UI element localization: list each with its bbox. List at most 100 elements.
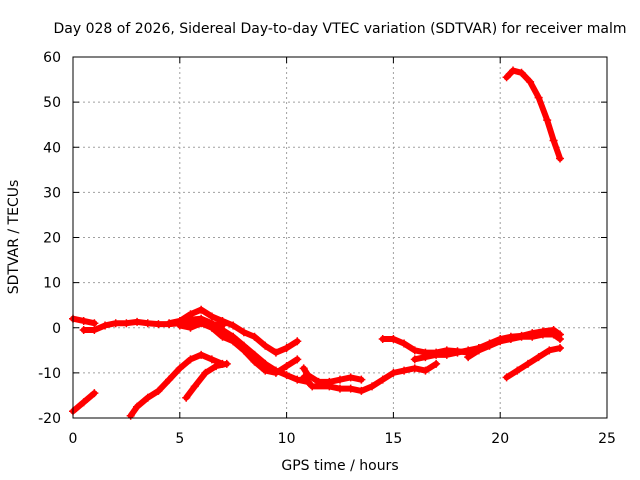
data-point [517, 68, 526, 77]
data-point [239, 346, 248, 355]
data-point [282, 362, 291, 371]
data-point [357, 386, 366, 395]
data-point [165, 319, 174, 328]
data-point [197, 305, 206, 314]
data-point [229, 321, 238, 330]
data-point [513, 366, 522, 375]
y-tick-label: -10 [38, 366, 61, 382]
data-point [299, 364, 308, 373]
data-point [271, 368, 280, 377]
data-point [79, 398, 88, 407]
y-axis-ticks: -20 -10 0 10 20 30 40 50 60 [38, 50, 607, 427]
data-point [549, 136, 558, 145]
data-point [400, 339, 409, 348]
y-tick-label: 50 [43, 95, 61, 111]
y-tick-label: 10 [43, 276, 61, 292]
data-point [143, 393, 152, 402]
data-point [432, 359, 441, 368]
x-tick-label: 0 [69, 431, 78, 447]
data-point [293, 355, 302, 364]
data-point [346, 384, 355, 393]
data-point [378, 375, 387, 384]
data-point [218, 326, 227, 335]
data-point [218, 332, 227, 341]
data-point [502, 373, 511, 382]
data-point [218, 316, 227, 325]
x-tick-label: 10 [278, 431, 296, 447]
y-tick-label: 40 [43, 140, 61, 156]
y-tick-label: 60 [43, 50, 61, 66]
data-point [293, 375, 302, 384]
series-line [183, 360, 230, 401]
data-point [346, 373, 355, 382]
data-point [538, 330, 547, 339]
data-point [207, 323, 216, 332]
data-point [261, 341, 270, 350]
data-point [378, 335, 387, 344]
series-track-d [126, 350, 227, 420]
data-point [400, 366, 409, 375]
series-line [300, 365, 365, 385]
data-point [197, 319, 206, 328]
data-point [410, 364, 419, 373]
data-point [528, 332, 537, 341]
data-point [154, 386, 163, 395]
data-point [464, 353, 473, 362]
series-track-h [175, 319, 302, 377]
data-point [207, 355, 216, 364]
data-point [175, 321, 184, 330]
y-tick-label: -20 [38, 411, 61, 427]
data-point [556, 335, 565, 344]
x-tick-label: 15 [384, 431, 402, 447]
data-point [421, 366, 430, 375]
data-point [201, 368, 210, 377]
data-point [485, 341, 494, 350]
data-point [474, 346, 483, 355]
data-point [143, 319, 152, 328]
data-point [325, 382, 334, 391]
data-point [357, 375, 366, 384]
data-point [207, 312, 216, 321]
series-track-e [182, 359, 231, 402]
data-point [556, 154, 565, 163]
data-point [165, 375, 174, 384]
series-track-n [502, 344, 565, 382]
x-tick-label: 5 [175, 431, 184, 447]
data-point [410, 346, 419, 355]
data-point [336, 384, 344, 393]
data-point [239, 328, 248, 337]
data-point [432, 350, 441, 359]
data-points [69, 66, 565, 420]
data-point [229, 337, 238, 346]
series-track-j [299, 359, 441, 395]
data-point [90, 326, 99, 335]
x-axis-label: GPS time / hours [281, 458, 398, 474]
data-point [526, 77, 535, 86]
data-point [545, 346, 554, 355]
data-point [421, 353, 430, 362]
data-point [442, 350, 451, 359]
series-line [166, 306, 301, 356]
data-point [212, 362, 221, 371]
data-point [523, 359, 532, 368]
series-track-g [175, 314, 312, 386]
x-axis-ticks: 0 5 10 15 20 25 [69, 57, 616, 447]
data-point [534, 93, 543, 102]
data-point [175, 364, 184, 373]
series-line [176, 320, 301, 376]
data-point [186, 315, 195, 324]
data-point [186, 355, 195, 364]
data-point [250, 332, 259, 341]
data-point [122, 319, 131, 328]
data-point [389, 335, 398, 344]
data-point [250, 357, 259, 366]
data-point [111, 319, 120, 328]
data-point [549, 330, 558, 339]
data-point [101, 321, 110, 330]
data-point [464, 346, 473, 355]
series-line [465, 331, 564, 361]
series-line [503, 67, 564, 162]
data-point [509, 66, 518, 75]
data-point [90, 319, 99, 328]
